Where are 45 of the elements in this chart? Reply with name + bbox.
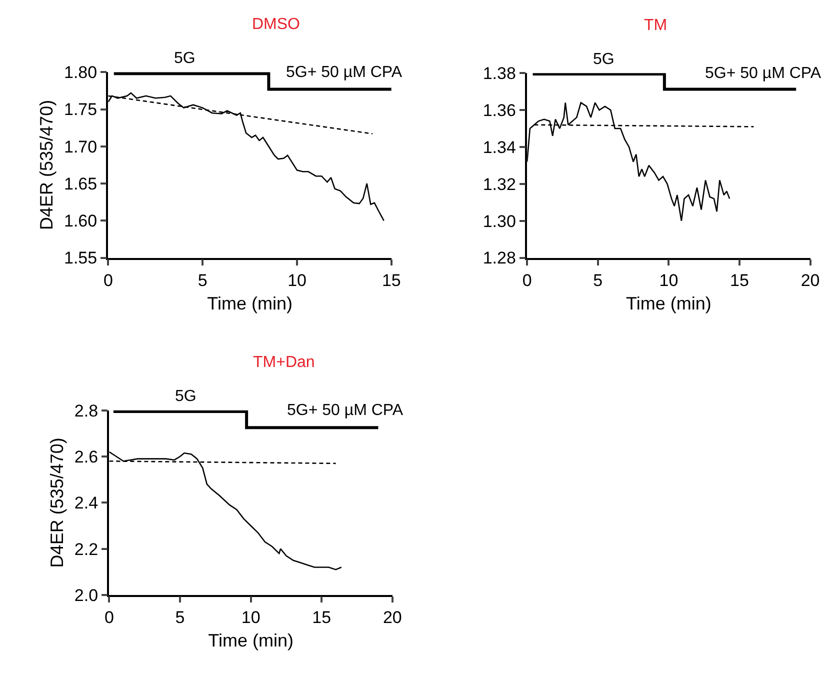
annotation: 5G+ 50 µM CPA bbox=[705, 65, 822, 82]
y-tick-label: 1.32 bbox=[482, 174, 516, 194]
text: 5G bbox=[174, 50, 196, 67]
x-axis-title: Time (min) bbox=[626, 294, 712, 314]
y-tick-label: 2.2 bbox=[74, 540, 98, 559]
y-tick-label: 1.70 bbox=[64, 137, 98, 156]
y-tick-label: 1.65 bbox=[64, 174, 98, 194]
text: 5G bbox=[593, 51, 614, 68]
x-tick-label: 10 bbox=[659, 270, 678, 290]
y-tick-label: 1.75 bbox=[64, 100, 98, 120]
x-tick-label: 15 bbox=[312, 608, 332, 628]
x-tick-label: 0 bbox=[104, 608, 114, 628]
y-tick-label: 2.4 bbox=[74, 494, 98, 513]
chart-title: TM+Dan bbox=[253, 354, 315, 371]
y-axis-title: D4ER (535/470) bbox=[47, 438, 68, 568]
x-tick-label: 10 bbox=[288, 270, 306, 290]
chart-title: DMSO bbox=[252, 16, 300, 33]
y-tick-label: 1.55 bbox=[64, 248, 98, 268]
annotation: 5G+ 50 µM CPA bbox=[286, 64, 402, 81]
y-tick-label: 1.30 bbox=[482, 212, 516, 231]
chart-title: TM bbox=[644, 17, 668, 34]
x-axis-title: Time (min) bbox=[207, 294, 292, 314]
x-tick-label: 5 bbox=[175, 608, 185, 628]
y-tick-label: 1.36 bbox=[482, 101, 516, 120]
y-tick-label: 1.28 bbox=[482, 248, 516, 268]
y-axis-title: D4ER (535/470) bbox=[36, 100, 57, 230]
x-tick-label: 5 bbox=[593, 270, 603, 290]
x-tick-label: 15 bbox=[730, 270, 749, 290]
y-tick-label: 2.8 bbox=[74, 401, 98, 420]
text: 5G bbox=[175, 388, 196, 405]
x-tick-label: 10 bbox=[241, 608, 260, 628]
y-tick-label: 1.38 bbox=[482, 64, 516, 84]
x-tick-label: 20 bbox=[800, 270, 820, 290]
x-tick-label: 15 bbox=[382, 270, 401, 290]
x-tick-label: 20 bbox=[382, 608, 402, 628]
y-tick-label: 1.80 bbox=[64, 63, 98, 82]
annotation: 5G+ 50 µM CPA bbox=[287, 402, 404, 419]
x-tick-label: 0 bbox=[104, 270, 113, 290]
x-tick-label: 0 bbox=[522, 270, 532, 290]
y-tick-label: 1.60 bbox=[64, 212, 98, 231]
y-tick-label: 2.6 bbox=[74, 447, 98, 466]
y-tick-label: 2.0 bbox=[74, 586, 98, 605]
x-axis-title: Time (min) bbox=[208, 630, 294, 651]
x-tick-label: 5 bbox=[198, 270, 208, 290]
y-tick-label: 1.34 bbox=[482, 138, 516, 157]
